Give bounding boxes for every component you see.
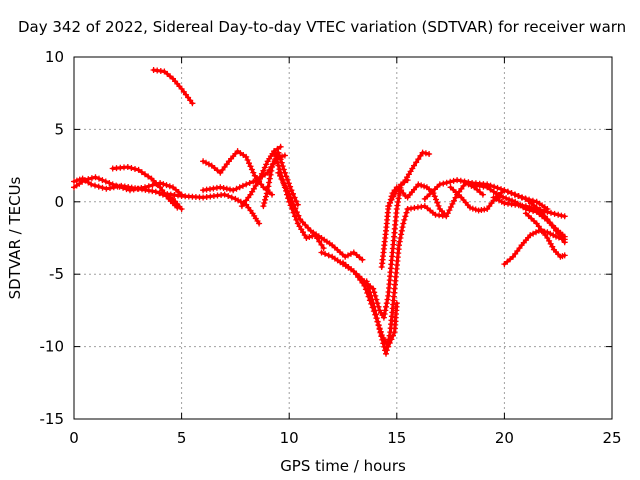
series-markers bbox=[109, 164, 181, 211]
grid-lines bbox=[74, 57, 612, 419]
series-arc-1 bbox=[150, 67, 196, 107]
y-axis-label: SDTVAR / TECUs bbox=[6, 176, 24, 299]
x-tick-label: 5 bbox=[177, 429, 187, 447]
series-arc-25 bbox=[522, 210, 568, 260]
series-line bbox=[405, 181, 485, 218]
y-tick-label: -15 bbox=[40, 410, 65, 428]
x-tick-label: 10 bbox=[280, 429, 299, 447]
series-markers bbox=[385, 149, 433, 210]
series-line bbox=[152, 68, 194, 105]
y-tick-label: 5 bbox=[54, 120, 64, 138]
series-markers bbox=[370, 177, 411, 321]
series-arc-9 bbox=[260, 149, 301, 210]
x-tick-label: 20 bbox=[495, 429, 514, 447]
series-markers bbox=[150, 67, 196, 107]
y-axis-ticks: 10 5 0 -5 -10 -15 bbox=[40, 48, 612, 428]
series-markers bbox=[157, 190, 263, 227]
series-markers bbox=[363, 206, 411, 357]
x-tick-label: 0 bbox=[69, 429, 79, 447]
x-axis-ticks: 0 5 10 15 20 25 bbox=[69, 57, 622, 447]
y-tick-label: 0 bbox=[54, 193, 64, 211]
y-tick-label: 10 bbox=[45, 48, 64, 66]
chart-title: Day 342 of 2022, Sidereal Day-to-day VTE… bbox=[18, 18, 626, 36]
plot-frame bbox=[73, 56, 613, 420]
series-arc-17 bbox=[385, 149, 433, 210]
series-arc-3 bbox=[71, 174, 185, 198]
series-markers bbox=[490, 194, 568, 220]
series-arc-4 bbox=[109, 164, 181, 211]
data-series bbox=[71, 67, 568, 357]
series-arc-5 bbox=[157, 190, 263, 227]
series-arc-14 bbox=[363, 206, 411, 357]
y-tick-label: -5 bbox=[49, 265, 64, 283]
series-markers bbox=[71, 174, 185, 198]
x-tick-label: 15 bbox=[387, 429, 406, 447]
series-arc-23 bbox=[490, 194, 568, 220]
x-axis-label: GPS time / hours bbox=[280, 457, 406, 475]
series-arc-11 bbox=[275, 169, 366, 263]
series-line bbox=[502, 229, 567, 266]
y-tick-label: -10 bbox=[40, 338, 65, 356]
series-markers bbox=[522, 210, 568, 260]
x-tick-label: 25 bbox=[602, 429, 621, 447]
series-markers bbox=[275, 169, 366, 263]
